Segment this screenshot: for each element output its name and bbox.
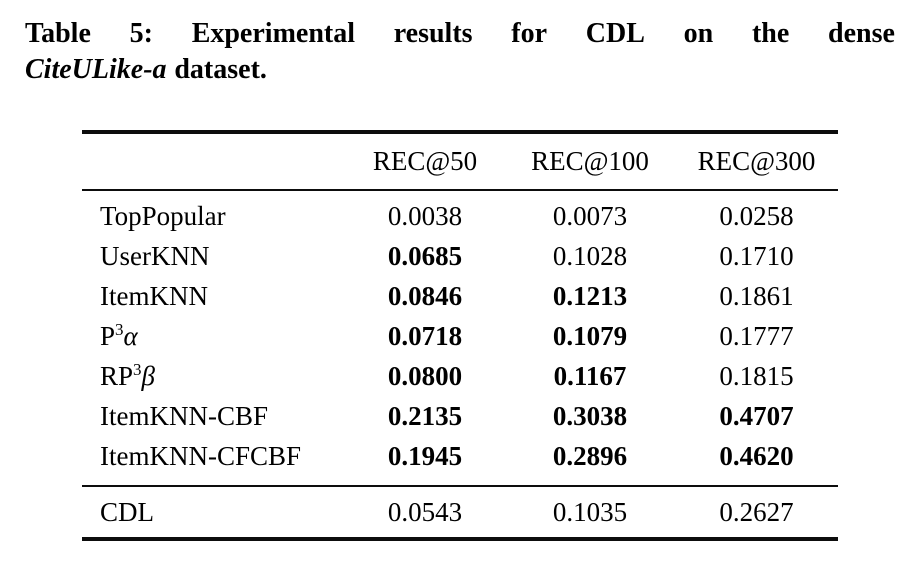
model-name-cell: P3α — [100, 319, 138, 351]
metric-value-cell: 0.1815 — [719, 360, 794, 391]
metric-value-cell: 0.1035 — [552, 496, 628, 527]
metric-value-cell: 0.0685 — [387, 240, 463, 271]
model-name-cell: TopPopular — [100, 200, 226, 231]
table-row: UserKNN 0.0685 0.1028 0.1710 — [82, 236, 838, 276]
metric-value-cell: 0.0543 — [387, 496, 463, 527]
baselines-section: TopPopular 0.0038 0.0073 0.0258 UserKNN … — [82, 191, 838, 485]
metric-value-cell: 0.0038 — [387, 200, 463, 231]
model-name-cell: RP3β — [100, 359, 155, 391]
table-caption: Table 5: Experimental results for CDL on the den… — [25, 16, 895, 88]
model-name-cell: ItemKNN — [100, 280, 208, 311]
table-row: TopPopular 0.0038 0.0073 0.0258 — [82, 196, 838, 236]
model-name-cell: UserKNN — [100, 240, 210, 271]
bottom-rule — [82, 537, 838, 541]
header-rec100: REC@100 — [531, 146, 649, 176]
metric-value-cell: 0.2627 — [719, 496, 794, 527]
metric-value-cell: 0.3038 — [552, 400, 628, 431]
cdl-section: CDL 0.0543 0.1035 0.2627 — [82, 487, 838, 537]
model-name-cell: ItemKNN-CBF — [100, 400, 268, 431]
header-row: REC@50 REC@100 REC@300 — [82, 134, 838, 189]
caption-line-2: CiteULike-a dataset. — [25, 52, 895, 88]
table-row: ItemKNN 0.0846 0.1213 0.1861 — [82, 276, 838, 316]
metric-value-cell: 0.1028 — [552, 240, 628, 271]
metric-value-cell: 0.0800 — [387, 360, 463, 391]
table-row: P3α 0.0718 0.1079 0.1777 — [82, 316, 838, 356]
table-row: CDL 0.0543 0.1035 0.2627 — [82, 492, 838, 532]
metric-value-cell: 0.2896 — [552, 440, 628, 471]
results-table: REC@50 REC@100 REC@300 TopPopular 0.0038… — [82, 130, 838, 541]
metric-value-cell: 0.1079 — [552, 320, 628, 351]
caption-dataset-name: CiteULike-a — [25, 54, 167, 85]
metric-value-cell: 0.1167 — [553, 360, 627, 391]
metric-value-cell: 0.1777 — [719, 320, 794, 351]
model-name-cell: CDL — [100, 496, 154, 527]
metric-value-cell: 0.0258 — [719, 200, 794, 231]
metric-value-cell: 0.1861 — [719, 280, 794, 311]
table-row: RP3β 0.0800 0.1167 0.1815 — [82, 356, 838, 396]
caption-line-2-rest: dataset. — [174, 54, 267, 85]
caption-line-1: Table 5: Experimental results for CDL on the den… — [25, 18, 895, 49]
top-rule — [82, 130, 838, 134]
metric-value-cell: 0.0718 — [387, 320, 463, 351]
metric-value-cell: 0.0846 — [387, 280, 463, 311]
header-rec50: REC@50 — [372, 146, 478, 176]
metric-value-cell: 0.0073 — [552, 200, 628, 231]
model-name-cell: ItemKNN-CFCBF — [100, 440, 302, 471]
metric-value-cell: 0.1710 — [719, 240, 794, 271]
metric-value-cell: 0.1213 — [552, 280, 628, 311]
table-row: ItemKNN-CBF 0.2135 0.3038 0.4707 — [82, 396, 838, 436]
metric-value-cell: 0.2135 — [387, 400, 463, 431]
table-row: ItemKNN-CFCBF 0.1945 0.2896 0.4620 — [82, 436, 838, 476]
metric-value-cell: 0.4707 — [719, 400, 794, 431]
header-rec300: REC@300 — [697, 146, 816, 176]
mid-rule — [82, 485, 838, 487]
metric-value-cell: 0.4620 — [719, 440, 794, 471]
header-rule — [82, 189, 838, 191]
metric-value-cell: 0.1945 — [387, 440, 463, 471]
